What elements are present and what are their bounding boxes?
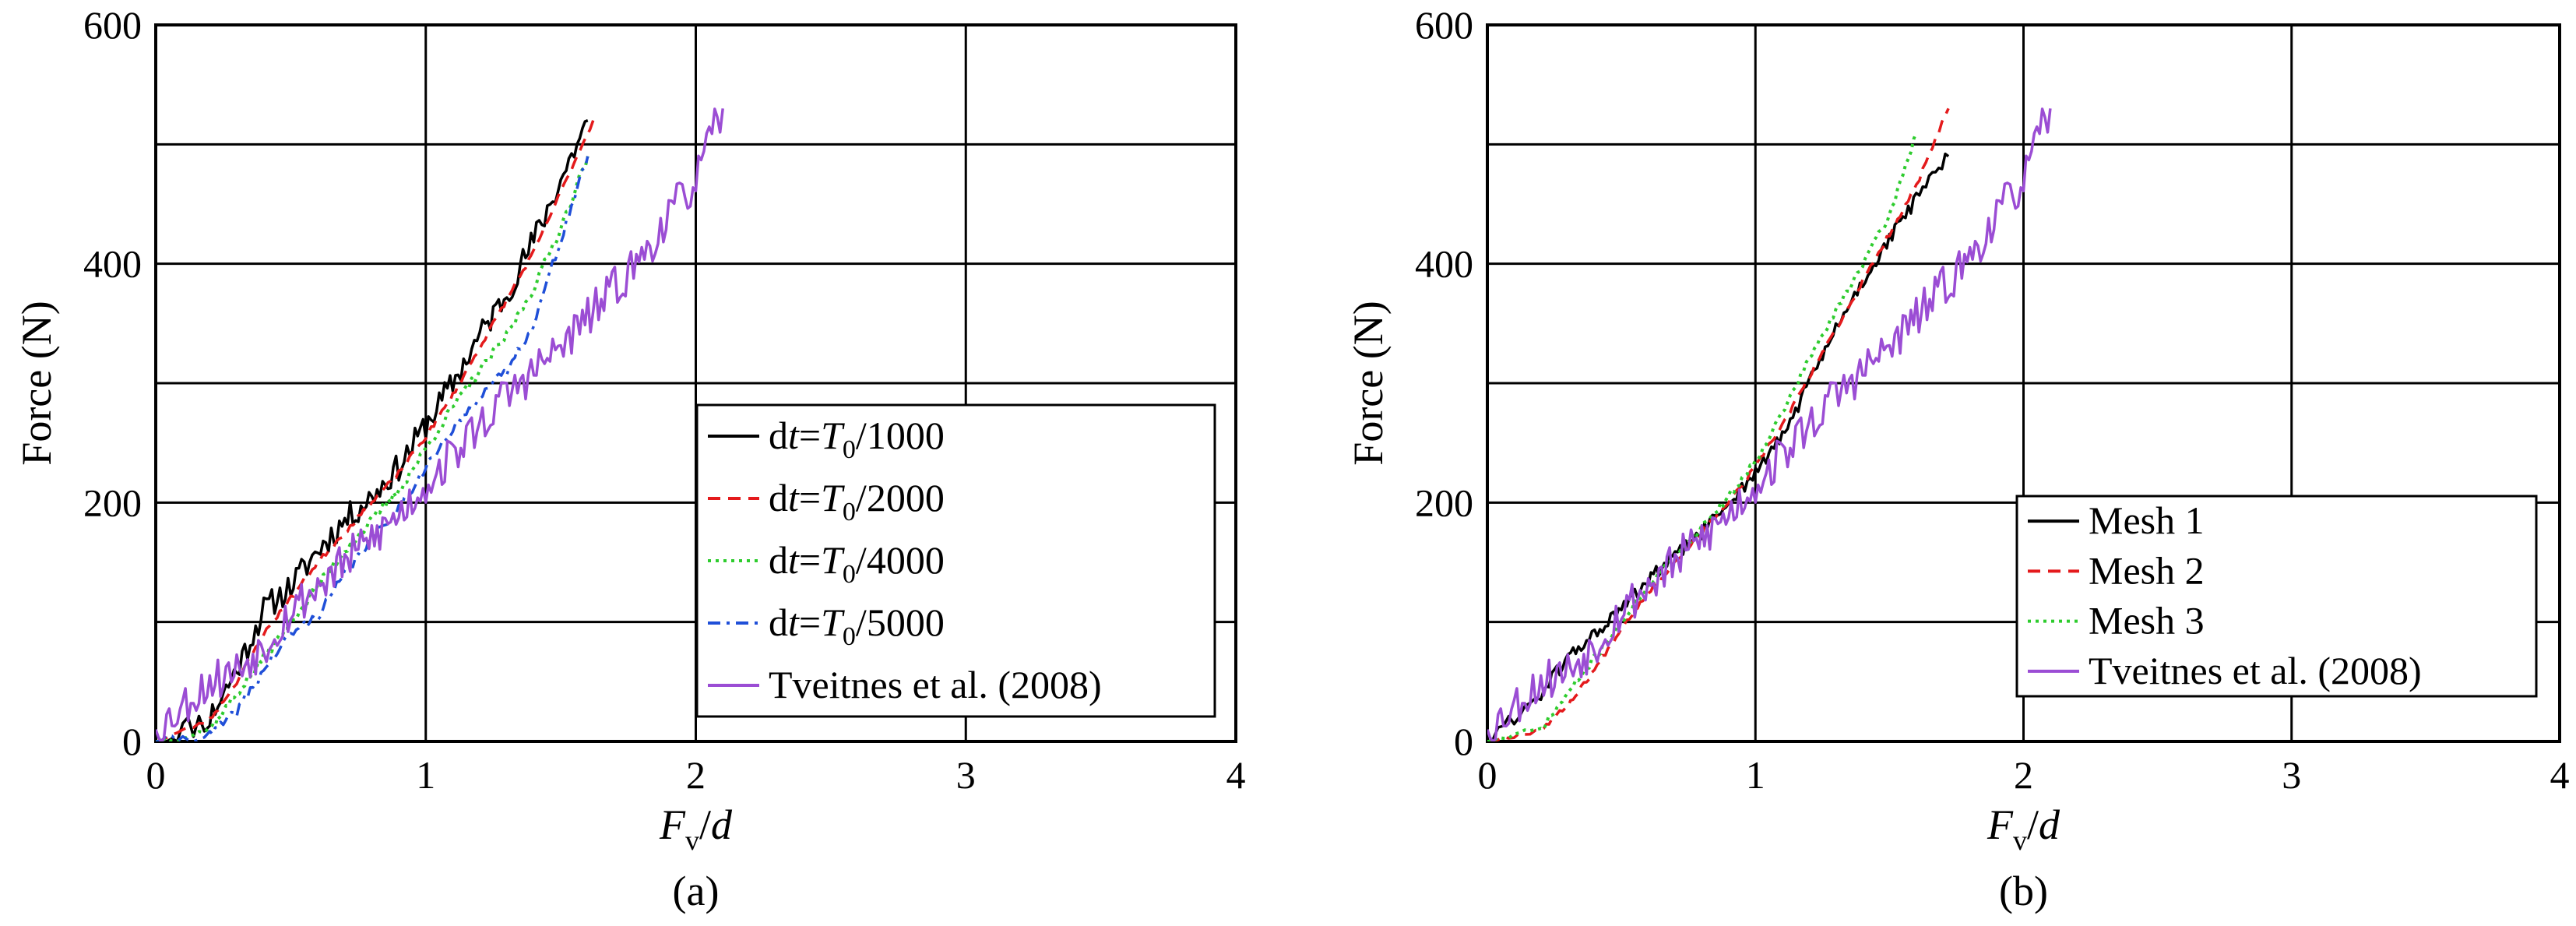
legend-label: dt=T0/2000 [769,476,945,526]
legend-label: Mesh 1 [2089,498,2205,542]
x-axis-label: Fv/d [659,801,733,856]
y-axis-label: Force (N) [1345,301,1392,465]
y-tick-label: 200 [83,481,142,524]
legend-label: Tveitnes et al. (2008) [2089,649,2422,692]
legend-label: Mesh 2 [2089,548,2205,592]
y-tick-label: 400 [83,242,142,286]
series-line-2 [1487,132,1918,741]
panel-caption: (b) [1999,868,2048,914]
series-line-4 [156,107,724,741]
x-tick-label: 0 [1478,753,1497,797]
x-tick-label: 2 [2014,753,2033,797]
x-tick-label: 4 [1226,753,1246,797]
legend-label: Tveitnes et al. (2008) [769,663,1102,706]
plot-frame [154,23,1237,743]
plot-frame [1486,23,2561,743]
legend: Mesh 1 Mesh 2 Mesh 3 Tveitnes et al. (2008) [2015,495,2538,698]
series-line-3 [1487,107,2052,741]
legend-label: dt=T0/1000 [769,414,945,464]
y-tick-label: 0 [122,720,142,763]
legend-label: dt=T0/5000 [769,600,945,651]
series-line-3 [156,156,589,741]
y-tick-label: 400 [1415,242,1473,286]
series-line-1 [1487,107,1950,741]
y-tick-label: 0 [1454,720,1473,763]
legend-label: dt=T0/4000 [769,538,945,589]
x-tick-label: 4 [2550,753,2570,797]
y-tick-label: 600 [1415,3,1473,47]
x-axis-label: Fv/d [1987,801,2060,856]
legend: dt=T0/1000 dt=T0/2000 dt=T0/4000 dt=T0/5000… [695,403,1216,718]
x-tick-label: 1 [1746,753,1765,797]
series-line-1 [156,120,595,741]
x-tick-label: 2 [686,753,706,797]
x-tick-label: 3 [956,753,976,797]
x-tick-label: 0 [146,753,166,797]
y-tick-label: 600 [83,3,142,47]
y-tick-label: 200 [1415,481,1473,524]
series-line-0 [1487,152,1950,741]
panel-caption: (a) [673,868,720,914]
chart-panel-a: 0 200 400 600 0 1 2 3 4 Force (N) Fv/d (a) dt=T0/100… [13,3,1246,914]
legend-box [2015,495,2538,698]
legend-label: Mesh 3 [2089,599,2205,643]
y-axis-label: Force (N) [13,301,60,465]
series-line-2 [156,156,589,741]
x-tick-label: 1 [416,753,435,797]
legend-box [695,403,1216,718]
series-line-0 [156,119,589,741]
x-tick-label: 3 [2282,753,2301,797]
